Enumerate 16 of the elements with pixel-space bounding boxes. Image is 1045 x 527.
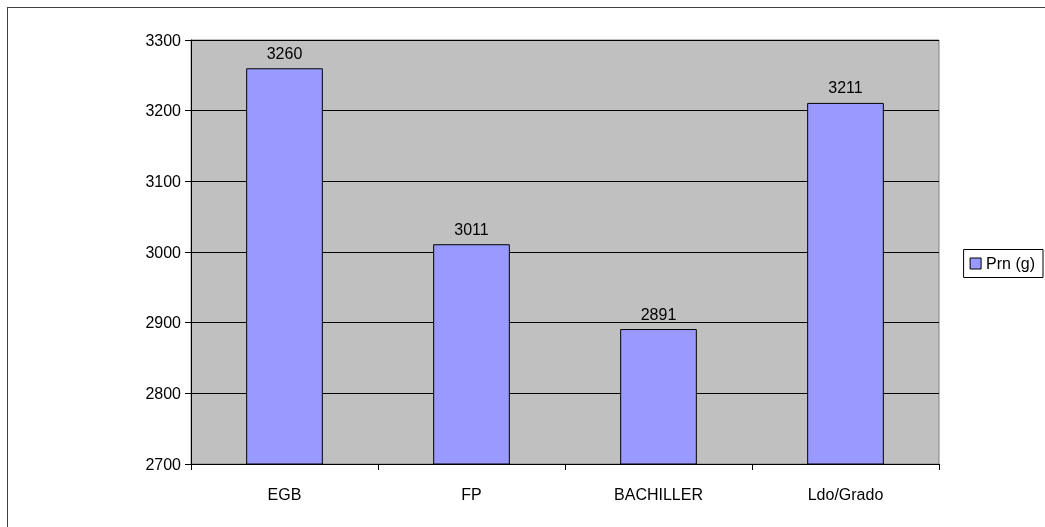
y-tick-label: 2900 — [145, 314, 182, 332]
y-tick-label: 2800 — [145, 384, 182, 402]
x-tick-label: Ldo/Grado — [807, 485, 884, 503]
y-tick-label: 2700 — [145, 455, 182, 473]
y-tick-label: 3200 — [145, 102, 182, 120]
legend-label: Prn (g) — [986, 255, 1036, 272]
x-tick-label: BACHILLER — [614, 485, 703, 503]
y-tick-label: 3000 — [145, 243, 182, 261]
y-tick-label: 3100 — [145, 172, 182, 190]
data-label: 3211 — [828, 79, 863, 97]
data-label: 3011 — [454, 220, 489, 238]
y-tick-label: 3300 — [145, 31, 182, 49]
data-label: 3260 — [266, 44, 303, 62]
data-label: 2891 — [640, 305, 677, 323]
x-tick-label: FP — [461, 485, 482, 503]
x-tick-label: EGB — [267, 485, 302, 503]
